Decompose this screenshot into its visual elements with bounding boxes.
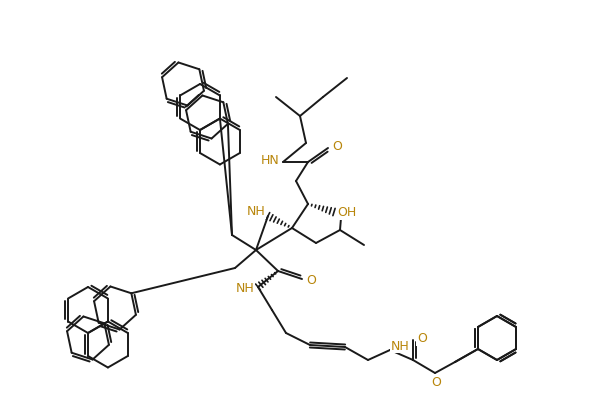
Text: HN: HN <box>261 155 280 168</box>
Text: NH: NH <box>391 339 409 353</box>
Text: O: O <box>431 376 441 388</box>
Text: O: O <box>306 273 316 286</box>
Text: NH: NH <box>246 206 265 219</box>
Text: NH: NH <box>246 206 265 219</box>
Text: O: O <box>332 141 342 153</box>
Text: NH: NH <box>236 282 255 296</box>
Text: O: O <box>332 141 342 153</box>
Text: OH: OH <box>337 206 356 219</box>
Text: NH: NH <box>391 339 409 353</box>
Text: O: O <box>417 332 427 346</box>
Text: OH: OH <box>337 206 356 219</box>
Text: O: O <box>306 273 316 286</box>
Text: O: O <box>431 376 441 388</box>
Text: O: O <box>417 332 427 346</box>
Text: NH: NH <box>236 282 255 296</box>
